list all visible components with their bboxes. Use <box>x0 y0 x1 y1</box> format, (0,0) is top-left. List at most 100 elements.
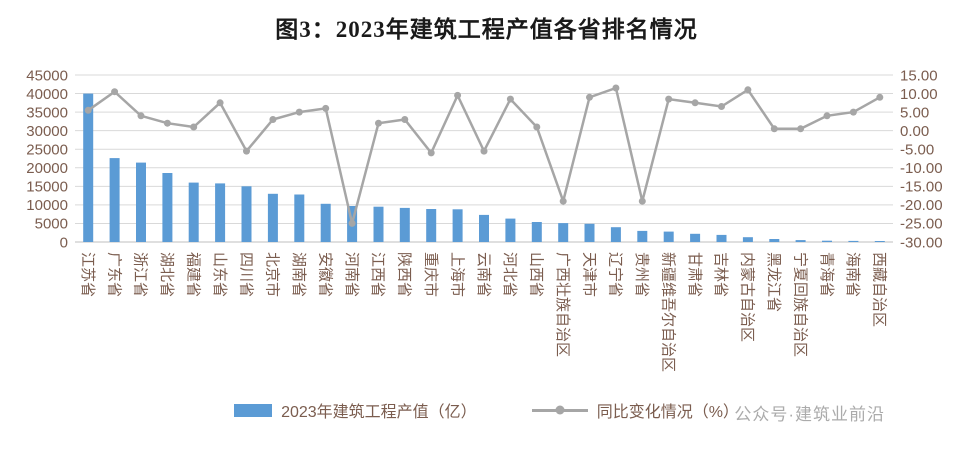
bar <box>426 209 437 242</box>
line-marker <box>744 86 752 94</box>
bar <box>531 222 542 242</box>
bar <box>241 186 252 242</box>
watermark: 公众号·建筑业前沿 <box>734 405 885 424</box>
category-label: 湖北省 <box>158 252 175 297</box>
line-marker <box>322 104 330 112</box>
category-label: 西藏自治区 <box>871 252 888 327</box>
line-marker <box>849 108 857 116</box>
bar <box>637 230 648 242</box>
line-marker <box>823 112 831 120</box>
bar <box>822 240 832 242</box>
bar <box>294 194 305 242</box>
category-label: 山东省 <box>211 252 228 297</box>
bar <box>109 158 120 242</box>
right-axis-tick-label: 5.00 <box>900 104 929 121</box>
page-title: 图3：2023年建筑工程产值各省排名情况 <box>275 17 698 42</box>
legend-bar-label: 2023年建筑工程产值（亿） <box>281 404 477 421</box>
line-marker <box>533 123 541 131</box>
right-axis-tick-label: -5.00 <box>900 141 934 158</box>
category-label: 海南省 <box>844 252 861 297</box>
legend-item-bar: 2023年建筑工程产值（亿） <box>234 398 477 422</box>
bar <box>795 240 806 242</box>
category-label: 北京市 <box>264 252 281 297</box>
right-axis-tick-label: 0.00 <box>900 123 929 140</box>
left-axis-tick-label: 30000 <box>26 123 68 140</box>
bar <box>716 234 727 242</box>
bar <box>584 223 595 242</box>
line-marker <box>216 99 224 107</box>
legend-item-line: 同比变化情况（%） <box>531 398 739 422</box>
bar <box>162 173 173 242</box>
line-marker <box>295 108 303 116</box>
left-axis-tick-label: 40000 <box>26 86 68 103</box>
bar <box>452 209 463 242</box>
category-label: 黑龙江省 <box>765 252 782 312</box>
right-axis-tick-label: -25.00 <box>900 216 943 233</box>
line-marker <box>111 88 119 96</box>
line-marker <box>876 93 884 101</box>
line-marker <box>612 84 620 92</box>
right-axis-tick-label: -10.00 <box>900 160 943 177</box>
line-marker <box>84 106 92 114</box>
bar <box>663 231 674 242</box>
category-label: 宁夏回族自治区 <box>791 252 808 357</box>
category-label: 重庆市 <box>422 252 439 297</box>
category-label: 河北省 <box>501 252 518 297</box>
legend-bar-swatch <box>234 403 273 417</box>
line-marker <box>718 103 725 110</box>
line-marker <box>797 125 805 133</box>
line-marker <box>163 119 171 127</box>
line-marker <box>348 219 356 227</box>
category-label: 辽宁省 <box>607 252 624 297</box>
category-label: 河南省 <box>343 252 360 297</box>
left-axis-tick-label: 10000 <box>26 197 68 214</box>
bar <box>874 241 885 242</box>
category-label: 江西省 <box>369 252 386 297</box>
line-marker <box>691 99 699 107</box>
line-marker <box>480 147 488 155</box>
left-axis-tick-label: 45000 <box>26 67 68 84</box>
line-marker <box>243 147 250 155</box>
bar <box>399 207 410 242</box>
right-axis-tick-label: -15.00 <box>900 179 943 196</box>
category-label: 浙江省 <box>132 252 149 297</box>
category-label: 青海省 <box>818 252 835 297</box>
bar <box>558 223 569 242</box>
category-label: 江苏省 <box>79 252 96 297</box>
category-label: 湖南省 <box>290 252 307 297</box>
category-label: 陕西省 <box>396 252 413 297</box>
line-marker <box>269 116 277 123</box>
legend-line-dot <box>555 405 565 415</box>
bar <box>188 182 199 242</box>
bar <box>610 227 621 242</box>
line-marker <box>586 93 593 101</box>
line-marker <box>638 197 646 205</box>
category-label: 云南省 <box>475 252 492 297</box>
bar <box>742 237 753 242</box>
line-series <box>87 86 881 224</box>
bar <box>769 239 780 242</box>
bar <box>267 193 278 242</box>
category-label: 福建省 <box>184 252 201 297</box>
bar <box>320 203 331 242</box>
right-axis-tick-label: -30.00 <box>900 234 943 251</box>
category-label: 天津市 <box>580 252 597 297</box>
left-axis-tick-label: 20000 <box>26 160 68 177</box>
legend-line-swatch <box>531 405 588 415</box>
line-marker <box>506 95 514 103</box>
category-label: 山西省 <box>528 252 545 297</box>
category-label: 上海市 <box>448 252 465 297</box>
category-label: 内蒙古自治区 <box>739 252 756 342</box>
legend-line-label: 同比变化情况（%） <box>596 404 739 421</box>
right-axis-tick-label: 15.00 <box>900 67 938 84</box>
line-marker <box>401 116 409 123</box>
bar <box>215 183 226 242</box>
category-label: 新疆维吾尔自治区 <box>659 252 676 372</box>
line-marker <box>454 91 462 99</box>
left-axis-tick-label: 15000 <box>26 179 68 196</box>
category-label: 吉林省 <box>712 252 729 297</box>
line-marker <box>137 112 145 120</box>
line-marker <box>559 197 567 205</box>
